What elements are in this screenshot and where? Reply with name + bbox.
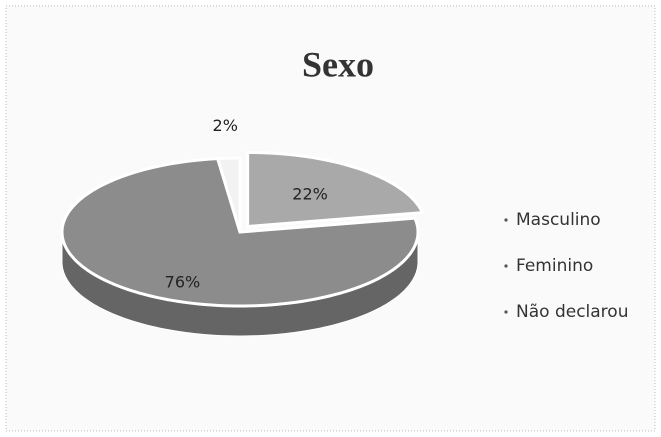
data-label: 22% — [292, 185, 328, 204]
pie-slice — [60, 157, 420, 308]
legend-marker — [504, 264, 508, 268]
legend-label: Masculino — [516, 210, 601, 230]
data-label: 2% — [213, 116, 238, 135]
legend-label: Não declarou — [516, 302, 628, 322]
legend-label: Feminino — [516, 256, 593, 276]
pie-slice — [246, 150, 425, 229]
pie-slice — [215, 156, 242, 233]
legend-marker — [504, 218, 508, 222]
data-label: 76% — [165, 272, 201, 291]
legend-marker — [504, 310, 508, 314]
chart-title: Sexo — [302, 44, 374, 84]
